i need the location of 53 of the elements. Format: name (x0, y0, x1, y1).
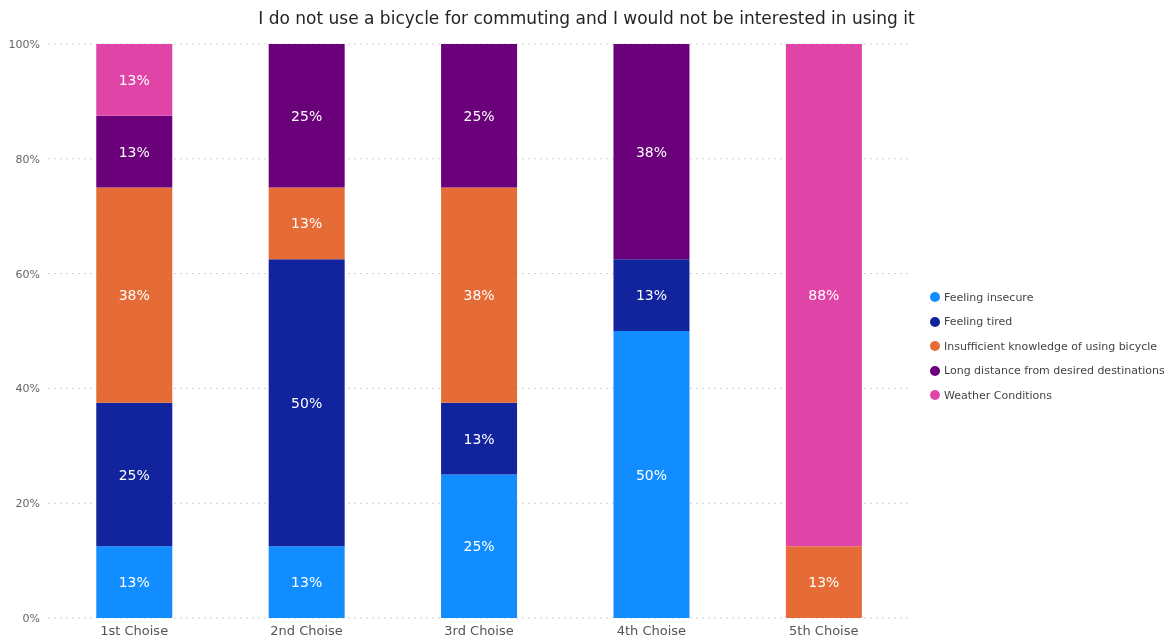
data-label: 38% (635, 143, 668, 160)
x-tick-label: 3rd Choise (444, 623, 514, 639)
bar (96, 402, 173, 547)
bar (96, 115, 173, 188)
data-label: 13% (118, 574, 150, 591)
data-label: 13% (291, 574, 323, 591)
data-label: 50% (291, 394, 323, 411)
legend-label: Insufficient knowledge of using bicycle (944, 339, 1158, 353)
data-label: 25% (463, 107, 495, 124)
bar (96, 44, 173, 116)
chart-title: I do not use a bicycle for commuting and I would not be interested in using it (257, 8, 916, 28)
bar (441, 187, 518, 403)
data-label: 50% (635, 466, 668, 483)
data-label: 25% (463, 538, 495, 555)
bar (268, 44, 345, 188)
data-label: 13% (635, 287, 668, 304)
y-tick-label: 60% (15, 267, 40, 281)
bar (785, 44, 862, 547)
bar (441, 402, 518, 475)
bar (613, 44, 690, 260)
data-label: 38% (118, 287, 150, 304)
data-label: 13% (118, 71, 150, 88)
legend-label: Feeling insecure (944, 290, 1034, 304)
data-label: 25% (291, 107, 323, 124)
bar (441, 474, 518, 618)
x-tick-label: 5th Choise (789, 623, 859, 639)
bar (613, 331, 690, 618)
bar (441, 44, 518, 188)
x-tick-label: 1st Choise (100, 623, 169, 639)
bar (785, 546, 862, 618)
legend-label: Weather Conditions (944, 388, 1053, 402)
bar (96, 546, 173, 618)
bar (268, 187, 345, 260)
data-label: 13% (808, 574, 840, 591)
data-label: 88% (808, 287, 840, 304)
y-tick-label: 40% (15, 382, 40, 396)
data-label: 38% (463, 287, 495, 304)
bar (268, 259, 345, 547)
x-tick-label: 2nd Choise (270, 623, 343, 639)
legend-label: Long distance from desired destinations (944, 364, 1165, 378)
legend-label: Feeling tired (944, 315, 1013, 329)
y-tick-label: 20% (15, 497, 40, 511)
y-tick-label: 80% (15, 152, 40, 166)
bar (268, 546, 345, 618)
data-label: 13% (291, 215, 323, 232)
y-tick-label: 0% (22, 611, 40, 625)
bar (613, 259, 690, 331)
bar (96, 187, 173, 403)
data-label: 25% (118, 466, 150, 483)
data-label: 13% (463, 430, 495, 447)
data-label: 13% (118, 143, 150, 160)
y-tick-label: 100% (8, 37, 40, 51)
x-tick-label: 4th Choise (616, 623, 687, 639)
